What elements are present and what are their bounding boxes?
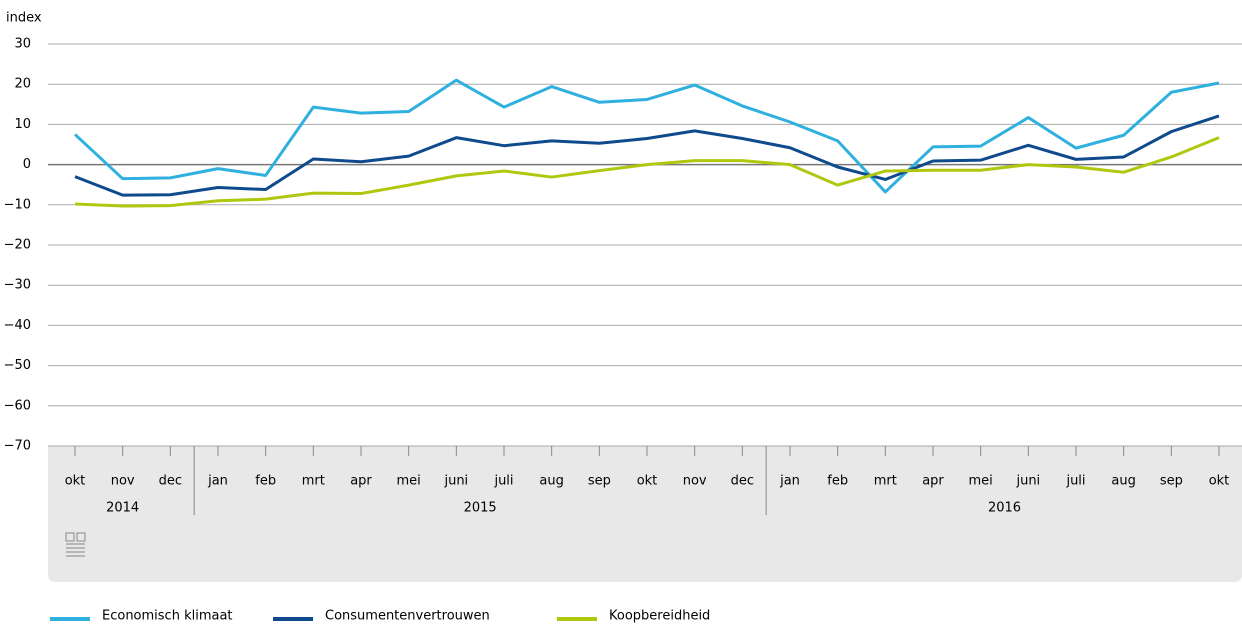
- x-tick-label: juli: [1065, 474, 1085, 489]
- x-tick-label: nov: [111, 474, 135, 489]
- x-tick-label: jan: [779, 474, 800, 489]
- x-tick-label: juni: [1015, 474, 1040, 489]
- cbs-logo: [65, 532, 86, 557]
- y-tick-label: −30: [4, 278, 31, 293]
- year-label: 2014: [106, 501, 139, 516]
- y-tick-label: −20: [4, 238, 31, 253]
- x-tick-label: dec: [159, 474, 182, 489]
- y-tick-label: −70: [4, 439, 31, 454]
- x-tick-label: feb: [827, 474, 848, 489]
- y-tick-label: 0: [23, 157, 31, 172]
- y-axis-label: index: [6, 11, 42, 26]
- x-tick-label: apr: [922, 474, 944, 489]
- series-line: [74, 114, 1220, 197]
- x-tick-label: sep: [588, 474, 611, 489]
- series-line: [74, 136, 1220, 208]
- x-tick-label: juli: [493, 474, 513, 489]
- x-tick-label: mei: [397, 474, 421, 489]
- y-tick-label: 30: [14, 37, 31, 52]
- x-tick-label: feb: [255, 474, 276, 489]
- x-tick-label: jan: [207, 474, 228, 489]
- x-tick-label: mrt: [874, 474, 897, 489]
- x-tick-label: okt: [65, 474, 86, 489]
- x-tick-label: nov: [683, 474, 707, 489]
- y-tick-label: 10: [14, 117, 31, 132]
- y-tick-label: 20: [14, 77, 31, 92]
- legend-label: Economisch klimaat: [102, 609, 233, 624]
- y-tick-label: −40: [4, 318, 31, 333]
- x-tick-label: apr: [350, 474, 372, 489]
- series-line: [73, 78, 1220, 194]
- x-tick-label: mei: [969, 474, 993, 489]
- legend-label: Consumentenvertrouwen: [325, 609, 490, 624]
- y-tick-label: −10: [4, 197, 31, 212]
- x-tick-label: aug: [539, 474, 563, 489]
- x-axis-panel: [48, 446, 1242, 582]
- x-tick-label: okt: [1209, 474, 1230, 489]
- x-tick-label: aug: [1111, 474, 1135, 489]
- year-label: 2016: [988, 501, 1021, 516]
- legend-label: Koopbereidheid: [609, 609, 710, 624]
- y-tick-label: −50: [4, 358, 31, 373]
- y-tick-label: −60: [4, 398, 31, 413]
- x-tick-label: dec: [731, 474, 754, 489]
- x-tick-label: mrt: [302, 474, 325, 489]
- x-tick-label: sep: [1160, 474, 1183, 489]
- x-tick-label: juni: [443, 474, 468, 489]
- year-label: 2015: [464, 501, 497, 516]
- x-tick-label: okt: [637, 474, 658, 489]
